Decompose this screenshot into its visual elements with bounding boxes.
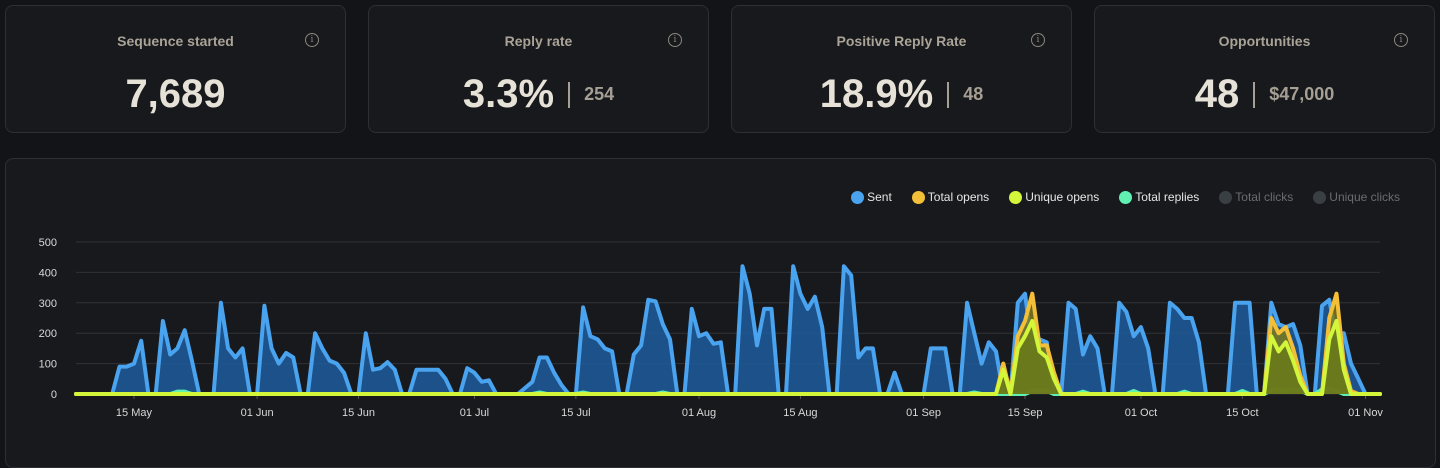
x-tick-label: 15 Aug <box>783 407 817 419</box>
sequence-started-card: Sequence started i 7,689 <box>5 5 346 133</box>
positive-reply-rate-card: Positive Reply Rate i 18.9% 48 <box>731 5 1072 133</box>
legend-swatch <box>1119 190 1133 204</box>
legend-item-sent[interactable]: Sent <box>851 190 892 204</box>
card-value: 3.3% <box>462 72 555 116</box>
card-subvalue: 48 <box>963 84 984 104</box>
y-tick-label: 100 <box>39 359 57 371</box>
card-title: Sequence started <box>117 33 234 49</box>
card-title: Reply rate <box>504 33 573 49</box>
x-tick-label: 01 Nov <box>1348 407 1383 419</box>
x-tick-label: 15 Jun <box>342 407 375 419</box>
info-icon[interactable]: i <box>1031 33 1045 47</box>
info-icon[interactable]: i <box>305 33 319 47</box>
info-icon[interactable]: i <box>1394 33 1408 47</box>
y-tick-label: 500 <box>39 237 57 249</box>
unique-opens-line <box>74 319 1382 396</box>
x-tick-label: 01 Aug <box>682 407 716 419</box>
legend-swatch <box>911 190 925 204</box>
x-tick-label: 15 Sep <box>1008 407 1043 419</box>
x-tick-label: 15 Jul <box>561 407 590 419</box>
card-subvalue: $47,000 <box>1269 84 1335 104</box>
legend-swatch <box>1313 190 1327 204</box>
card-value: 48 <box>1194 72 1240 116</box>
x-tick-label: 15 May <box>116 407 153 419</box>
legend-item-unique-opens[interactable]: Unique opens <box>1009 190 1099 204</box>
legend-swatch <box>1009 190 1023 204</box>
legend-label: Unique opens <box>1025 190 1100 204</box>
legend-label: Total replies <box>1135 190 1200 204</box>
legend-swatch <box>851 190 865 204</box>
legend-item-total-replies[interactable]: Total replies <box>1119 190 1199 204</box>
info-icon[interactable]: i <box>668 33 682 47</box>
y-tick-label: 300 <box>39 298 57 310</box>
legend-item-total-opens[interactable]: Total opens <box>911 190 990 204</box>
divider <box>568 81 571 108</box>
sent-area <box>76 266 1380 394</box>
y-tick-label: 400 <box>39 267 57 279</box>
x-tick-label: 01 Jun <box>241 407 274 419</box>
card-value: 18.9% <box>819 72 934 116</box>
legend-label: Unique clicks <box>1329 190 1400 204</box>
reply-rate-card: Reply rate i 3.3% 254 <box>368 5 709 133</box>
card-title: Positive Reply Rate <box>836 33 967 49</box>
legend-label: Sent <box>867 190 892 204</box>
legend-label: Total opens <box>927 190 990 204</box>
chart-legend: Sent Total opens Unique opens Total replies… <box>851 190 1400 204</box>
x-tick-label: 01 Sep <box>906 407 941 419</box>
divider <box>1253 81 1256 108</box>
opportunities-card: Opportunities i 48 $47,000 <box>1094 5 1435 133</box>
activity-chart: 0 100 200 300 400 500 15 May 01 Jun 15 Jun 01 Jul… <box>39 237 1384 419</box>
legend-label: Total clicks <box>1235 190 1294 204</box>
divider <box>947 81 950 108</box>
x-tick-label: 01 Jul <box>460 407 489 419</box>
legend-item-total-clicks[interactable]: Total clicks <box>1219 190 1293 204</box>
card-subvalue: 254 <box>584 84 615 104</box>
card-value: 7,689 <box>125 72 226 116</box>
y-tick-label: 0 <box>51 389 57 401</box>
x-tick-label: 15 Oct <box>1226 407 1258 419</box>
x-tick-label: 01 Oct <box>1125 407 1157 419</box>
activity-chart-panel <box>5 158 1436 468</box>
y-tick-label: 200 <box>39 328 57 340</box>
legend-swatch <box>1219 190 1233 204</box>
legend-item-unique-clicks[interactable]: Unique clicks <box>1313 190 1400 204</box>
card-title: Opportunities <box>1218 33 1311 49</box>
